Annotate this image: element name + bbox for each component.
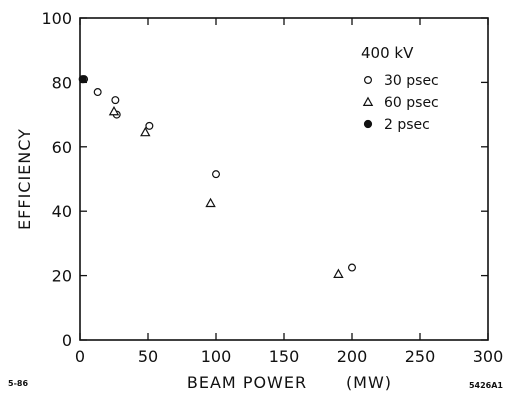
figure-date-code: 5-86 <box>8 379 28 388</box>
x-axis-title: BEAM POWER <box>187 373 307 392</box>
legend-title: 400 kV <box>361 44 414 62</box>
x-tick-label: 250 <box>405 347 436 366</box>
y-tick-label: 20 <box>52 267 72 286</box>
legend-marker-2-psec <box>363 119 373 129</box>
data-point-60-psec <box>333 268 344 278</box>
y-tick-label: 0 <box>62 331 72 350</box>
y-tick-label: 80 <box>52 73 72 92</box>
data-points <box>78 75 357 278</box>
data-point-60-psec <box>140 126 151 137</box>
legend-label: 2 psec <box>384 117 430 133</box>
x-tick-label: 300 <box>473 347 504 366</box>
y-tick-label: 100 <box>41 9 72 28</box>
figure-id-code: 5426A1 <box>469 381 503 390</box>
legend-entries: 30 psec 60 psec 2 psec <box>362 73 439 133</box>
x-tick-label: 150 <box>269 347 300 366</box>
y-axis-title: EFFICIENCY <box>15 128 34 230</box>
x-tick-label: 200 <box>337 347 368 366</box>
legend: 400 kV 30 psec 60 psec 2 psec <box>361 44 439 133</box>
data-point-30-psec <box>111 96 120 105</box>
data-point-30-psec <box>93 88 102 97</box>
y-tick-label: 60 <box>52 138 72 157</box>
data-point-60-psec <box>205 197 216 208</box>
x-tick-label: 100 <box>201 347 232 366</box>
data-point-60-psec <box>108 105 120 116</box>
x-axis-unit: (MW) <box>346 373 392 392</box>
data-point-30-psec <box>145 121 154 130</box>
legend-label: 60 psec <box>384 95 439 111</box>
plot-frame <box>79 17 489 341</box>
x-tick-label: 0 <box>75 347 85 366</box>
legend-marker-60-psec <box>362 96 374 106</box>
axis-ticks: 0 50 100 150 200 250 300 0 20 40 60 80 100 <box>41 9 503 366</box>
x-tick-label: 50 <box>138 347 158 366</box>
legend-label: 30 psec <box>384 73 439 89</box>
legend-marker-30-psec <box>364 75 373 84</box>
y-tick-label: 40 <box>52 202 72 221</box>
data-point-30-psec <box>212 170 221 179</box>
data-point-30-psec <box>348 263 357 272</box>
data-point-2-psec <box>78 75 87 84</box>
